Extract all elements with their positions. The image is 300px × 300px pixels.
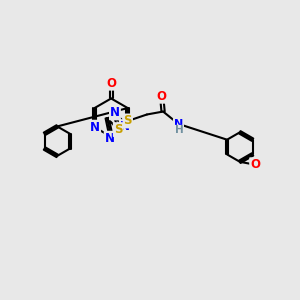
Text: N: N — [120, 120, 130, 133]
Text: N: N — [174, 119, 183, 129]
Text: S: S — [124, 115, 132, 128]
Text: O: O — [157, 90, 166, 103]
Text: N: N — [105, 132, 115, 145]
Text: H: H — [175, 125, 183, 135]
Text: N: N — [110, 106, 120, 119]
Text: S: S — [114, 123, 122, 136]
Text: O: O — [106, 77, 116, 90]
Text: O: O — [250, 158, 260, 171]
Text: N: N — [90, 121, 100, 134]
